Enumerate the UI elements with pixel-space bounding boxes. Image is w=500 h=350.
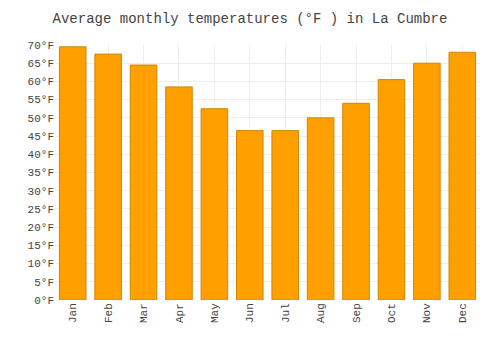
svg-text:70°F: 70°F (28, 40, 54, 52)
svg-text:Feb: Feb (103, 303, 115, 323)
svg-text:65°F: 65°F (28, 58, 54, 70)
svg-text:35°F: 35°F (28, 167, 54, 179)
svg-text:Mar: Mar (138, 303, 150, 323)
svg-text:15°F: 15°F (28, 240, 54, 252)
svg-text:Apr: Apr (174, 303, 186, 323)
svg-text:30°F: 30°F (28, 186, 54, 198)
svg-text:Jan: Jan (67, 303, 79, 323)
svg-text:Nov: Nov (421, 303, 433, 323)
svg-text:Oct: Oct (386, 303, 398, 323)
svg-text:40°F: 40°F (28, 149, 54, 161)
svg-text:Jun: Jun (244, 303, 256, 323)
svg-text:20°F: 20°F (28, 222, 54, 234)
svg-text:Sep: Sep (351, 303, 363, 323)
svg-text:60°F: 60°F (28, 76, 54, 88)
svg-text:May: May (209, 303, 221, 323)
svg-text:Dec: Dec (457, 303, 469, 323)
svg-text:25°F: 25°F (28, 204, 54, 216)
svg-text:10°F: 10°F (28, 258, 54, 270)
svg-text:Aug: Aug (315, 303, 327, 323)
svg-text:Jul: Jul (280, 303, 292, 323)
svg-text:50°F: 50°F (28, 113, 54, 125)
svg-text:0°F: 0°F (34, 295, 54, 307)
svg-text:5°F: 5°F (34, 277, 54, 289)
svg-text:45°F: 45°F (28, 131, 54, 143)
svg-text:55°F: 55°F (28, 94, 54, 106)
svg-text:Average monthly temperatures (: Average monthly temperatures (°F ) in La… (53, 11, 448, 27)
